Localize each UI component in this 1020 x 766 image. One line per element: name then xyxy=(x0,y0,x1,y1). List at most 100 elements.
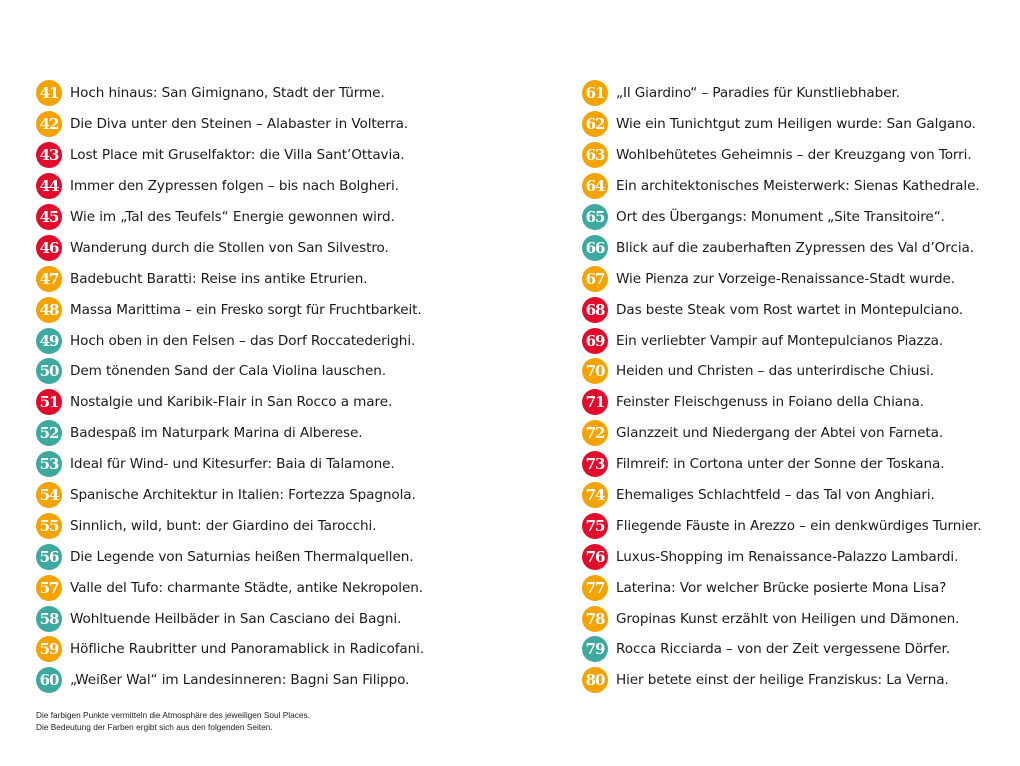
list-item: 77 Laterina: Vor welcher Brücke posierte … xyxy=(582,572,982,603)
list-item: 51 Nostalgie und Karibik-Flair in San Roc… xyxy=(36,387,424,418)
item-title: Gropinas Kunst erzählt von Heiligen und … xyxy=(616,610,960,627)
number-dot: 69 xyxy=(582,327,608,354)
number-dot: 45 xyxy=(36,204,62,230)
item-title: Dem tönenden Sand der Cala Violina lausc… xyxy=(70,363,386,380)
number-dot: 47 xyxy=(36,265,62,292)
list-item: 47 Badebucht Baratti: Reise ins antike Et… xyxy=(36,263,424,294)
number-dot: 70 xyxy=(582,358,608,385)
number-dot: 77 xyxy=(582,574,608,601)
item-title: Ehemaliges Schlachtfeld – das Tal von An… xyxy=(616,487,935,504)
footnote-line-2: Die Bedeutung der Farben ergibt sich aus… xyxy=(36,722,273,732)
item-title: Wie ein Tunichtgut zum Heiligen wurde: S… xyxy=(616,116,976,133)
item-title: Wie im „Tal des Teufels“ Energie gewonne… xyxy=(70,209,395,225)
item-title: Valle del Tufo: charmante Städte, antike… xyxy=(70,579,423,596)
item-title: Die Legende von Saturnias heißen Thermal… xyxy=(70,548,414,565)
list-item: 41 Hoch hinaus: San Gimignano, Stadt der … xyxy=(36,78,424,109)
item-title: Wohltuende Heilbäder in San Casciano dei… xyxy=(70,610,402,627)
number-dot: 65 xyxy=(582,204,608,230)
list-item: 78 Gropinas Kunst erzählt von Heiligen un… xyxy=(582,603,982,634)
list-item: 54 Spanische Architektur in Italien: Fort… xyxy=(36,480,424,511)
list-item: 64 Ein architektonisches Meisterwerk: Sie… xyxy=(582,171,982,202)
list-item: 50 Dem tönenden Sand der Cala Violina lau… xyxy=(36,356,424,387)
item-title: Hoch oben in den Felsen – das Dorf Rocca… xyxy=(70,332,416,349)
item-title: Ort des Übergangs: Monument „Site Transi… xyxy=(616,209,945,225)
item-title: Spanische Architektur in Italien: Fortez… xyxy=(70,487,416,504)
number-dot: 50 xyxy=(36,358,62,385)
number-dot: 53 xyxy=(36,451,62,478)
list-item: 53 Ideal für Wind- und Kitesurfer: Baia d… xyxy=(36,449,424,480)
list-item: 59 Höfliche Raubritter und Panoramablick … xyxy=(36,634,424,665)
item-title: Heiden und Christen – das unterirdische … xyxy=(616,363,935,380)
list-item: 57 Valle del Tufo: charmante Städte, anti… xyxy=(36,572,424,603)
footnote: Die farbigen Punkte vermitteln die Atmos… xyxy=(36,709,310,733)
number-dot: 58 xyxy=(36,605,62,632)
list-item: 80 Hier betete einst der heilige Franzisk… xyxy=(582,665,982,696)
list-item: 43 Lost Place mit Gruselfaktor: die Villa… xyxy=(36,140,424,171)
list-item: 68 Das beste Steak vom Rost wartet in Mon… xyxy=(582,294,982,325)
item-title: Hier betete einst der heilige Franziskus… xyxy=(616,672,949,689)
number-dot: 79 xyxy=(582,636,608,663)
list-item: 71 Feinster Fleischgenuss in Foiano della… xyxy=(582,387,982,418)
list-item: 69 Ein verliebter Vampir auf Montepulcian… xyxy=(582,325,982,356)
item-title: Ein architektonisches Meisterwerk: Siena… xyxy=(616,178,980,195)
number-dot: 75 xyxy=(582,512,608,539)
item-title: Immer den Zypressen folgen – bis nach Bo… xyxy=(70,178,399,195)
number-dot: 52 xyxy=(36,420,62,447)
item-title: Die Diva unter den Steinen – Alabaster i… xyxy=(70,116,409,133)
list-item: 73 Filmreif: in Cortona unter der Sonne d… xyxy=(582,449,982,480)
number-dot: 54 xyxy=(36,482,62,509)
number-dot: 74 xyxy=(582,482,608,509)
item-title: Badespaß im Naturpark Marina di Alberese… xyxy=(70,425,363,442)
list-item: 65 Ort des Übergangs: Monument „Site Tran… xyxy=(582,202,982,233)
item-title: Blick auf die zauberhaften Zypressen des… xyxy=(616,239,974,256)
list-item: 56 Die Legende von Saturnias heißen Therm… xyxy=(36,541,424,572)
list-item: 61 „Il Giardino“ – Paradies für Kunstlieb… xyxy=(582,78,982,109)
item-title: Ideal für Wind- und Kitesurfer: Baia di … xyxy=(70,456,395,473)
item-title: Lost Place mit Gruselfaktor: die Villa S… xyxy=(70,147,405,164)
item-title: „Il Giardino“ – Paradies für Kunstliebha… xyxy=(616,85,900,102)
item-title: Nostalgie und Karibik-Flair in San Rocco… xyxy=(70,394,393,411)
list-item: 52 Badespaß im Naturpark Marina di Albere… xyxy=(36,418,424,449)
item-title: Fliegende Fäuste in Arezzo – ein denkwür… xyxy=(616,517,982,534)
list-item: 45 Wie im „Tal des Teufels“ Energie gewon… xyxy=(36,202,424,233)
item-title: Wohlbehütetes Geheimnis – der Kreuzgang … xyxy=(616,147,972,164)
number-dot: 78 xyxy=(582,605,608,632)
number-dot: 68 xyxy=(582,296,608,323)
list-item: 49 Hoch oben in den Felsen – das Dorf Roc… xyxy=(36,325,424,356)
number-dot: 57 xyxy=(36,574,62,601)
item-title: Sinnlich, wild, bunt: der Giardino dei T… xyxy=(70,517,377,534)
list-item: 62 Wie ein Tunichtgut zum Heiligen wurde:… xyxy=(582,109,982,140)
list-item: 79 Rocca Ricciarda – von der Zeit vergess… xyxy=(582,634,982,665)
footnote-line-1: Die farbigen Punkte vermitteln die Atmos… xyxy=(36,710,310,720)
number-dot: 63 xyxy=(582,142,608,169)
list-item: 66 Blick auf die zauberhaften Zypressen d… xyxy=(582,232,982,263)
item-title: Höfliche Raubritter und Panoramablick in… xyxy=(70,641,425,658)
number-dot: 67 xyxy=(582,265,608,292)
list-item: 55 Sinnlich, wild, bunt: der Giardino dei… xyxy=(36,510,424,541)
list-item: 44 Immer den Zypressen folgen – bis nach … xyxy=(36,171,424,202)
number-dot: 59 xyxy=(36,636,62,663)
list-item: 75 Fliegende Fäuste in Arezzo – ein denkw… xyxy=(582,510,982,541)
number-dot: 60 xyxy=(36,667,62,694)
item-title: Feinster Fleischgenuss in Foiano della C… xyxy=(616,394,924,411)
number-dot: 64 xyxy=(582,173,608,200)
item-title: Badebucht Baratti: Reise ins antike Etru… xyxy=(70,270,368,287)
list-item: 76 Luxus-Shopping im Renaissance-Palazzo … xyxy=(582,541,982,572)
list-item: 48 Massa Marittima – ein Fresko sorgt für… xyxy=(36,294,424,325)
list-item: 58 Wohltuende Heilbäder in San Casciano d… xyxy=(36,603,424,634)
item-title: Wanderung durch die Stollen von San Silv… xyxy=(70,239,389,256)
number-dot: 51 xyxy=(36,389,62,416)
number-dot: 73 xyxy=(582,451,608,478)
number-dot: 55 xyxy=(36,512,62,539)
list-item: 42 Die Diva unter den Steinen – Alabaster… xyxy=(36,109,424,140)
number-dot: 76 xyxy=(582,543,608,570)
number-dot: 61 xyxy=(582,80,608,107)
number-dot: 72 xyxy=(582,420,608,447)
item-title: Ein verliebter Vampir auf Montepulcianos… xyxy=(616,332,944,349)
number-dot: 49 xyxy=(36,327,62,354)
number-dot: 71 xyxy=(582,389,608,416)
number-dot: 42 xyxy=(36,111,62,138)
item-title: Hoch hinaus: San Gimignano, Stadt der Tü… xyxy=(70,85,385,102)
list-item: 72 Glanzzeit und Niedergang der Abtei von… xyxy=(582,418,982,449)
list-right: 61 „Il Giardino“ – Paradies für Kunstlieb… xyxy=(582,78,982,696)
